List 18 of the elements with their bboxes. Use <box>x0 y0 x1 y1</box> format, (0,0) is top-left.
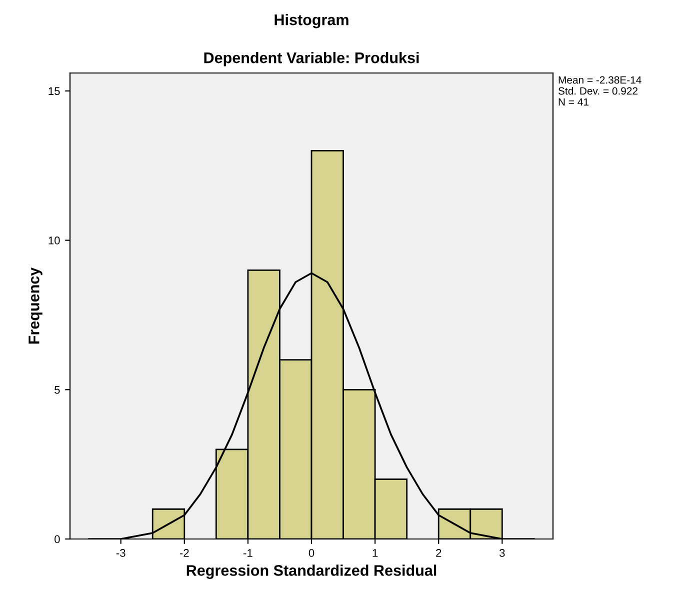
x-tick-label: 2 <box>436 549 442 557</box>
chart-subtitle: Dependent Variable: Produksi <box>204 52 419 66</box>
y-tick-label: 10 <box>48 236 60 244</box>
x-tick-label: -2 <box>180 549 189 557</box>
text: N = 41 <box>558 98 588 106</box>
x-tick-label: 3 <box>499 549 505 557</box>
y-tick-label: 15 <box>48 87 60 96</box>
chart-title: Histogram <box>274 14 348 28</box>
text: Mean = -2.38E-14 <box>558 76 642 84</box>
y-tick-label: 0 <box>54 535 60 544</box>
x-tick-label: 1 <box>372 549 378 557</box>
x-tick-label: -1 <box>244 549 252 557</box>
y-tick-label: 5 <box>54 386 60 394</box>
x-tick-label: -3 <box>116 549 126 557</box>
x-axis-title: Regression Standardized Residual <box>186 564 436 579</box>
text: Std. Dev. = 0.922 <box>558 87 638 95</box>
y-axis-title: Frequency <box>28 267 42 344</box>
x-tick-label: 0 <box>308 549 314 557</box>
